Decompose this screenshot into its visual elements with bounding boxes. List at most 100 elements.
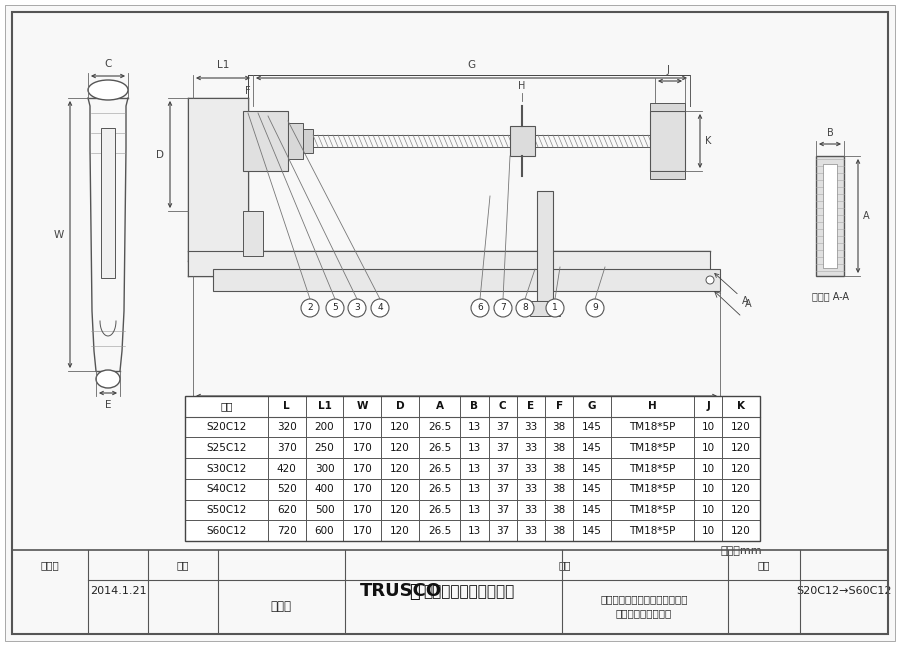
Text: 10: 10 — [702, 505, 715, 515]
Text: 2: 2 — [307, 304, 313, 313]
Text: S20C12→S60C12: S20C12→S60C12 — [796, 587, 892, 596]
Text: TM18*5P: TM18*5P — [629, 505, 676, 515]
Text: 5: 5 — [332, 304, 338, 313]
Text: S60C12: S60C12 — [206, 526, 247, 536]
Text: S20C12: S20C12 — [206, 422, 247, 432]
Text: 10: 10 — [702, 526, 715, 536]
Text: 断面図 A-A: 断面図 A-A — [812, 291, 849, 301]
Text: エホマＬ型クランプ（強力型）: エホマＬ型クランプ（強力型） — [600, 594, 688, 605]
Text: F: F — [245, 86, 251, 96]
Text: 170: 170 — [352, 463, 372, 474]
Text: 37: 37 — [496, 422, 509, 432]
Text: 120: 120 — [390, 463, 410, 474]
Text: E: E — [527, 401, 535, 412]
Text: 品番: 品番 — [758, 560, 770, 570]
Text: L: L — [284, 401, 290, 412]
Text: 145: 145 — [582, 422, 602, 432]
Text: 37: 37 — [496, 484, 509, 494]
Text: B: B — [826, 128, 833, 138]
Text: 500: 500 — [315, 505, 334, 515]
Text: 37: 37 — [496, 505, 509, 515]
Circle shape — [706, 276, 714, 284]
Circle shape — [586, 299, 604, 317]
Text: 4: 4 — [377, 304, 382, 313]
Text: 120: 120 — [390, 422, 410, 432]
Text: 520: 520 — [277, 484, 297, 494]
Bar — [510, 126, 535, 156]
Text: 120: 120 — [390, 484, 410, 494]
Text: H: H — [648, 401, 657, 412]
Text: 13: 13 — [468, 526, 481, 536]
Bar — [650, 111, 685, 171]
Bar — [213, 269, 720, 291]
Text: D: D — [156, 149, 164, 160]
Text: L1: L1 — [217, 60, 230, 70]
Text: 10: 10 — [702, 443, 715, 453]
Bar — [243, 211, 263, 256]
Bar — [185, 396, 760, 541]
Text: 120: 120 — [732, 505, 751, 515]
Text: 33: 33 — [525, 443, 537, 453]
Text: K: K — [705, 136, 711, 146]
Circle shape — [326, 299, 344, 317]
Text: S50C12: S50C12 — [206, 505, 247, 515]
Text: 3: 3 — [354, 304, 360, 313]
Text: W: W — [54, 229, 64, 240]
Text: TM18*5P: TM18*5P — [629, 526, 676, 536]
Text: 170: 170 — [352, 505, 372, 515]
Text: 8: 8 — [522, 304, 528, 313]
Text: E: E — [104, 400, 112, 410]
Text: 145: 145 — [582, 505, 602, 515]
Bar — [530, 301, 560, 316]
Text: J: J — [666, 65, 669, 75]
Text: 品番: 品番 — [220, 401, 233, 412]
Text: 120: 120 — [390, 526, 410, 536]
Circle shape — [546, 299, 564, 317]
Text: 2014.1.21: 2014.1.21 — [90, 587, 147, 596]
Text: スタンダードタイプ: スタンダードタイプ — [616, 609, 672, 618]
Text: 33: 33 — [525, 463, 537, 474]
Text: 120: 120 — [732, 463, 751, 474]
Text: 120: 120 — [732, 484, 751, 494]
Text: 300: 300 — [315, 463, 334, 474]
Text: ・: ・ — [410, 583, 420, 601]
Circle shape — [494, 299, 512, 317]
Text: 26.5: 26.5 — [428, 484, 451, 494]
Text: 38: 38 — [553, 443, 566, 453]
Text: L1: L1 — [318, 401, 331, 412]
Text: 170: 170 — [352, 443, 372, 453]
Circle shape — [301, 299, 319, 317]
Text: A: A — [863, 211, 869, 221]
Bar — [650, 103, 685, 111]
Text: 37: 37 — [496, 463, 509, 474]
Text: 38: 38 — [553, 484, 566, 494]
Text: 13: 13 — [468, 422, 481, 432]
Text: トラスコ中山株式会社: トラスコ中山株式会社 — [423, 584, 514, 599]
Text: 170: 170 — [352, 484, 372, 494]
Text: 検図: 検図 — [176, 560, 189, 570]
Text: 13: 13 — [468, 443, 481, 453]
Text: 品名: 品名 — [559, 560, 572, 570]
Bar — [188, 98, 248, 261]
Text: G: G — [588, 401, 597, 412]
Bar — [650, 171, 685, 179]
Text: 145: 145 — [582, 463, 602, 474]
Text: J: J — [706, 401, 710, 412]
Text: 26.5: 26.5 — [428, 505, 451, 515]
Text: 38: 38 — [553, 526, 566, 536]
Circle shape — [371, 299, 389, 317]
Text: 120: 120 — [732, 526, 751, 536]
Bar — [303, 129, 313, 153]
Circle shape — [516, 299, 534, 317]
Text: K: K — [737, 401, 745, 412]
Text: F: F — [555, 401, 562, 412]
Text: 170: 170 — [352, 422, 372, 432]
Bar — [243, 111, 288, 171]
Text: 26.5: 26.5 — [428, 443, 451, 453]
Text: 400: 400 — [315, 484, 334, 494]
Text: 120: 120 — [732, 443, 751, 453]
Text: 145: 145 — [582, 443, 602, 453]
Text: A: A — [745, 299, 751, 309]
Text: 250: 250 — [315, 443, 335, 453]
Text: C: C — [499, 401, 507, 412]
